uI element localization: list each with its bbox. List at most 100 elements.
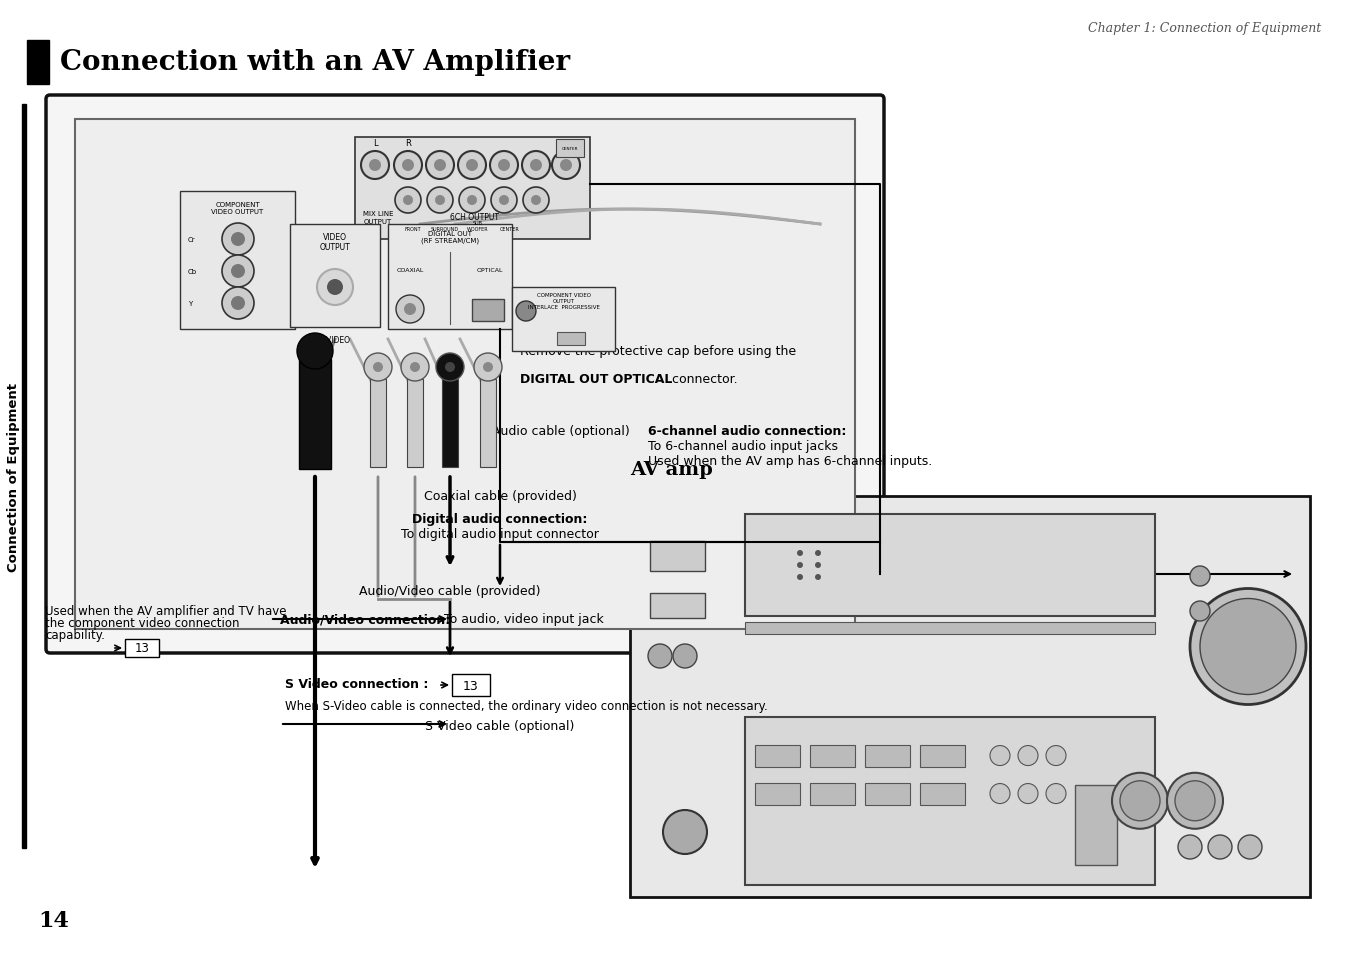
Text: Cr: Cr <box>188 236 196 243</box>
Circle shape <box>363 354 392 381</box>
Circle shape <box>403 195 413 206</box>
Circle shape <box>797 551 802 557</box>
Circle shape <box>458 152 486 180</box>
Circle shape <box>436 354 463 381</box>
Circle shape <box>521 152 550 180</box>
Bar <box>755 782 800 804</box>
Text: Audio/Video cable (provided): Audio/Video cable (provided) <box>359 584 540 598</box>
Text: 6-channel audio connection:: 6-channel audio connection: <box>648 424 846 437</box>
Circle shape <box>1019 746 1038 766</box>
Bar <box>512 288 615 352</box>
Text: SURROUND: SURROUND <box>431 227 459 232</box>
Bar <box>744 515 1155 617</box>
Circle shape <box>1200 598 1296 695</box>
Text: AV amp: AV amp <box>630 460 713 478</box>
Text: S Video connection :: S Video connection : <box>285 678 428 691</box>
Bar <box>355 138 590 240</box>
Circle shape <box>1112 773 1169 829</box>
Circle shape <box>797 575 802 580</box>
Text: OPTICAL: OPTICAL <box>477 268 504 273</box>
Circle shape <box>394 152 422 180</box>
Circle shape <box>523 188 549 213</box>
Bar <box>811 782 855 804</box>
Circle shape <box>444 363 455 373</box>
Bar <box>442 379 458 468</box>
Text: S Video cable (optional): S Video cable (optional) <box>426 720 574 732</box>
Text: DIGITAL OUT OPTICAL: DIGITAL OUT OPTICAL <box>520 373 673 386</box>
Circle shape <box>1175 781 1215 821</box>
Circle shape <box>426 152 454 180</box>
Circle shape <box>1208 835 1232 859</box>
Bar <box>650 541 705 572</box>
Circle shape <box>1190 566 1210 586</box>
Text: To audio, video input jack: To audio, video input jack <box>440 613 604 626</box>
Circle shape <box>231 296 245 311</box>
Circle shape <box>1120 781 1161 821</box>
Circle shape <box>361 152 389 180</box>
Circle shape <box>394 188 422 213</box>
Circle shape <box>516 302 536 322</box>
Circle shape <box>231 233 245 247</box>
Bar <box>744 622 1155 635</box>
Text: COMPONENT VIDEO
OUTPUT
INTERLACE  PROGRESSIVE: COMPONENT VIDEO OUTPUT INTERLACE PROGRES… <box>527 293 600 310</box>
Circle shape <box>1046 746 1066 766</box>
Text: S-VIDEO: S-VIDEO <box>319 335 350 345</box>
Circle shape <box>499 160 509 172</box>
Text: Used when the AV amp has 6-channel inputs.: Used when the AV amp has 6-channel input… <box>648 455 932 468</box>
Circle shape <box>815 575 821 580</box>
Circle shape <box>466 160 478 172</box>
Text: 14: 14 <box>38 909 69 931</box>
Bar <box>920 782 965 804</box>
Bar <box>865 782 911 804</box>
Circle shape <box>434 160 446 172</box>
Bar <box>865 744 911 767</box>
Text: Digital audio connection:: Digital audio connection: <box>412 513 588 525</box>
Text: COAXIAL: COAXIAL <box>396 268 424 273</box>
Circle shape <box>815 562 821 568</box>
Text: Remove the protective cap before using the: Remove the protective cap before using t… <box>520 345 796 357</box>
Bar <box>388 225 512 330</box>
Circle shape <box>222 288 254 319</box>
Circle shape <box>648 644 671 668</box>
Text: DIGITAL OUT
(RF STREAM/CM): DIGITAL OUT (RF STREAM/CM) <box>422 231 480 244</box>
Circle shape <box>401 354 430 381</box>
Bar <box>744 717 1155 885</box>
Text: Used when the AV amplifier and TV have: Used when the AV amplifier and TV have <box>45 604 286 618</box>
Circle shape <box>327 280 343 295</box>
Circle shape <box>317 270 353 306</box>
Text: 13: 13 <box>135 641 150 655</box>
Circle shape <box>222 255 254 288</box>
Text: connector.: connector. <box>667 373 738 386</box>
Bar <box>370 379 386 468</box>
Text: Coaxial cable (provided): Coaxial cable (provided) <box>424 490 577 502</box>
Circle shape <box>990 746 1011 766</box>
Circle shape <box>561 160 571 172</box>
Text: CENTER: CENTER <box>562 147 578 151</box>
Text: 6CH OUTPUT: 6CH OUTPUT <box>450 213 499 222</box>
Text: R: R <box>405 139 411 148</box>
Bar <box>480 379 496 468</box>
Text: To digital audio input connector: To digital audio input connector <box>401 527 598 540</box>
Circle shape <box>396 295 424 324</box>
Text: When S-Video cable is connected, the ordinary video connection is not necessary.: When S-Video cable is connected, the ord… <box>285 700 767 712</box>
Circle shape <box>222 224 254 255</box>
Text: capability.: capability. <box>45 628 105 641</box>
Bar <box>290 225 380 328</box>
Text: CENTER: CENTER <box>500 227 520 232</box>
Circle shape <box>797 562 802 568</box>
Text: Chapter 1: Connection of Equipment: Chapter 1: Connection of Equipment <box>1088 22 1321 35</box>
Text: the component video connection: the component video connection <box>45 617 239 629</box>
Text: Connection of Equipment: Connection of Equipment <box>7 382 19 571</box>
Bar <box>920 744 965 767</box>
Bar <box>27 41 49 85</box>
Circle shape <box>231 265 245 278</box>
FancyBboxPatch shape <box>46 96 884 654</box>
Circle shape <box>474 354 503 381</box>
Circle shape <box>373 363 382 373</box>
Circle shape <box>490 188 517 213</box>
Circle shape <box>1190 589 1306 705</box>
Text: 13: 13 <box>463 679 478 692</box>
Circle shape <box>490 152 517 180</box>
Circle shape <box>427 188 453 213</box>
Circle shape <box>1019 783 1038 803</box>
